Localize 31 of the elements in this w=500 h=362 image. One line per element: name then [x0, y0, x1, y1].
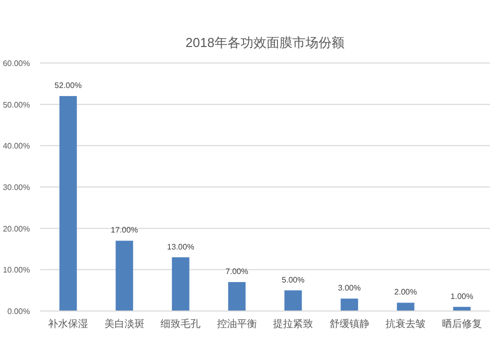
- data-label: 17.00%: [110, 226, 138, 235]
- x-tick-label: 美白淡斑: [104, 318, 144, 330]
- x-tick-label: 细致毛孔: [160, 318, 201, 330]
- y-tick-label: 50.00%: [2, 100, 30, 110]
- x-tick-label: 晒后修复: [442, 318, 482, 330]
- x-tick-label: 舒缓镇静: [329, 318, 370, 330]
- data-label: 7.00%: [226, 267, 248, 276]
- y-tick-label: 10.00%: [2, 266, 30, 275]
- y-tick-label: 0.00%: [7, 307, 30, 316]
- y-tick-label: 60.00%: [2, 59, 30, 68]
- bar: [116, 240, 134, 311]
- bar: [228, 282, 246, 311]
- data-label: 13.00%: [167, 242, 194, 252]
- bar: [284, 290, 302, 311]
- bar: [340, 298, 358, 311]
- data-label: 5.00%: [282, 275, 304, 284]
- data-label: 2.00%: [394, 288, 417, 297]
- bar: [172, 257, 190, 311]
- chart-title: 2018年各功效面膜市场份额: [186, 35, 344, 50]
- y-tick-label: 20.00%: [2, 224, 30, 234]
- x-tick-label: 控油平衡: [216, 318, 257, 330]
- y-tick-label: 40.00%: [2, 142, 30, 151]
- bar: [396, 302, 414, 311]
- x-tick-label: 提拉紧致: [273, 318, 314, 330]
- y-tick-label: 30.00%: [2, 183, 30, 192]
- data-label: 1.00%: [450, 292, 474, 301]
- x-tick-label: 抗衰去皱: [386, 318, 426, 330]
- x-tick-label: 补水保湿: [48, 318, 88, 330]
- data-label: 3.00%: [338, 284, 361, 293]
- bar: [59, 96, 77, 311]
- data-label: 52.00%: [54, 81, 82, 90]
